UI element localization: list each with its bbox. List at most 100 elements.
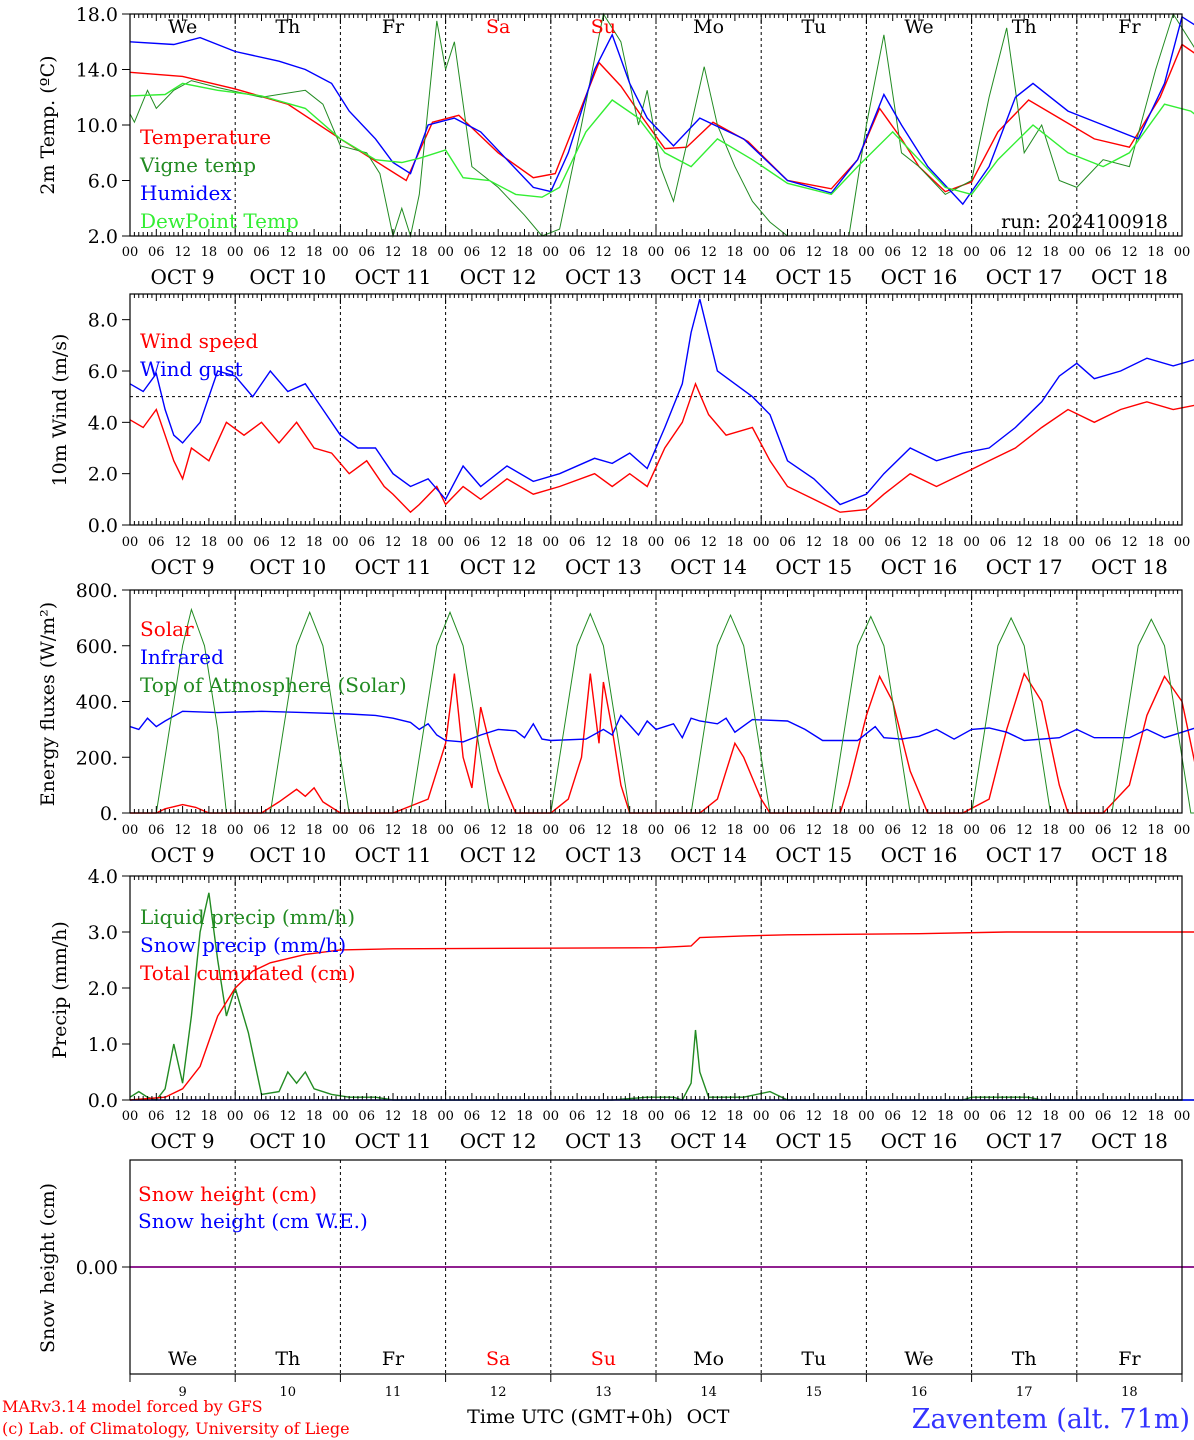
wind-ylabel: 10m Wind (m/s) [49, 334, 71, 487]
hour-tick-label: 06 [464, 1109, 481, 1124]
temperature-legend: Temperature Vigne temp Humidex DewPoint … [139, 125, 299, 233]
temp-series-vigne-temp [129, 12, 1194, 238]
hour-tick-label: 06 [779, 245, 796, 260]
hour-tick-label: 18 [727, 535, 744, 550]
day-number-label: 16 [911, 1385, 928, 1400]
temp-series-temperature [129, 43, 1194, 193]
hour-tick-label: 00 [543, 245, 560, 260]
hour-tick-label: 12 [806, 1109, 823, 1124]
hour-tick-label: 18 [201, 823, 218, 838]
hour-tick-label: 12 [1121, 535, 1138, 550]
date-label: OCT 13 [565, 555, 642, 579]
hour-tick-label: 06 [358, 1109, 375, 1124]
date-label: OCT 11 [355, 843, 432, 867]
hour-tick-label: 00 [543, 1109, 560, 1124]
weekday-label: Mo [693, 1348, 724, 1370]
weekday-label: Th [275, 16, 300, 38]
hour-tick-label: 12 [1016, 535, 1033, 550]
hour-tick-label: 00 [543, 535, 560, 550]
wind-legend: Wind speed Wind gust [140, 329, 258, 381]
date-label: OCT 12 [460, 265, 537, 289]
precip-series-liquid-precip-mm-h [129, 892, 1194, 1101]
hour-tick-label: 06 [148, 823, 165, 838]
hour-tick-label: 18 [937, 1109, 954, 1124]
hour-tick-label: 00 [1069, 245, 1086, 260]
legend-wind-speed: Wind speed [140, 329, 258, 353]
hour-tick-label: 06 [779, 823, 796, 838]
hour-tick-label: 00 [437, 245, 454, 260]
hour-tick-label: 12 [1016, 245, 1033, 260]
hour-tick-label: 18 [201, 1109, 218, 1124]
day-number-label: 10 [280, 1385, 297, 1400]
hour-tick-label: 12 [385, 1109, 402, 1124]
hour-tick-label: 18 [621, 535, 638, 550]
hour-tick-label: 00 [332, 823, 349, 838]
hour-tick-label: 18 [1042, 1109, 1059, 1124]
hour-tick-label: 06 [1095, 535, 1112, 550]
hour-tick-label: 06 [148, 535, 165, 550]
hour-tick-label: 00 [1069, 823, 1086, 838]
legend-temperature: Temperature [140, 125, 271, 149]
y-tick-label: 0.0 [88, 1090, 118, 1112]
hour-tick-label: 12 [174, 823, 191, 838]
hour-tick-label: 00 [437, 823, 454, 838]
date-label: OCT 14 [670, 843, 747, 867]
hour-tick-label: 18 [1042, 535, 1059, 550]
weekday-label: Fr [382, 16, 405, 38]
date-label: OCT 16 [881, 555, 958, 579]
legend-vigne-temp: Vigne temp [139, 153, 256, 177]
date-label: OCT 9 [151, 1129, 215, 1153]
date-label: OCT 15 [775, 265, 852, 289]
date-label: OCT 18 [1091, 843, 1168, 867]
hour-tick-label: 00 [437, 1109, 454, 1124]
weekday-label: We [168, 1348, 197, 1370]
precip-legend: Liquid precip (mm/h) Snow precip (mm/h) … [140, 905, 356, 985]
run-label: run: 2024100918 [1001, 211, 1168, 233]
day-number-label: 12 [490, 1385, 507, 1400]
date-label: OCT 11 [355, 555, 432, 579]
weekday-label: Sa [486, 1348, 510, 1370]
weekday-label: We [168, 16, 197, 38]
hour-tick-label: 06 [674, 535, 691, 550]
hour-tick-label: 12 [385, 535, 402, 550]
hour-tick-label: 06 [1095, 245, 1112, 260]
y-tick-label: 2.0 [88, 464, 118, 486]
hour-tick-label: 18 [411, 823, 428, 838]
hour-tick-label: 00 [1069, 1109, 1086, 1124]
weekday-label: Su [591, 1348, 616, 1370]
weekday-label: Tu [801, 1348, 826, 1370]
hour-tick-label: 06 [253, 535, 270, 550]
date-label: OCT 16 [881, 265, 958, 289]
legend-snow-height: Snow height (cm) [138, 1182, 317, 1206]
hour-tick-label: 18 [1147, 535, 1164, 550]
y-tick-label: 400. [76, 692, 118, 714]
date-label: OCT 13 [565, 1129, 642, 1153]
hour-tick-label: 12 [280, 823, 297, 838]
hour-tick-label: 18 [832, 823, 849, 838]
hour-tick-label: 00 [437, 535, 454, 550]
y-tick-label: 0.00 [76, 1257, 118, 1279]
hour-tick-label: 12 [490, 1109, 507, 1124]
hour-tick-label: 00 [648, 823, 665, 838]
date-label: OCT 17 [986, 265, 1063, 289]
hour-tick-label: 06 [464, 823, 481, 838]
hour-tick-label: 18 [727, 823, 744, 838]
weekday-label: Th [275, 1348, 300, 1370]
hour-tick-label: 12 [1121, 823, 1138, 838]
hour-tick-label: 12 [385, 823, 402, 838]
hour-tick-label: 00 [227, 535, 244, 550]
hour-tick-label: 00 [858, 245, 875, 260]
hour-tick-label: 12 [911, 1109, 928, 1124]
hour-tick-label: 06 [358, 823, 375, 838]
month-label: OCT [687, 1406, 730, 1428]
hour-tick-label: 06 [884, 1109, 901, 1124]
hour-tick-label: 00 [332, 535, 349, 550]
hour-tick-label: 06 [464, 535, 481, 550]
y-tick-label: 4.0 [88, 412, 118, 434]
hour-tick-label: 06 [569, 245, 586, 260]
wind-panel: 0.0 2.0 4.0 6.0 8.0 00 06 12 18 00 06 12 18 00 06 12 18 0… [49, 293, 1194, 579]
hour-tick-label: 12 [911, 245, 928, 260]
hour-tick-label: 00 [543, 823, 560, 838]
weekday-label: Fr [1118, 16, 1141, 38]
